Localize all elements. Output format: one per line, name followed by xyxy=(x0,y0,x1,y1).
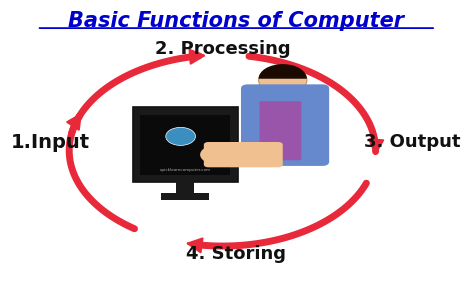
Text: 4. Storing: 4. Storing xyxy=(186,245,286,264)
Text: quicklearncomputer.com: quicklearncomputer.com xyxy=(160,168,211,172)
Text: 2. Processing: 2. Processing xyxy=(155,40,290,58)
Wedge shape xyxy=(259,64,307,79)
FancyBboxPatch shape xyxy=(241,84,329,166)
Circle shape xyxy=(259,66,307,95)
FancyBboxPatch shape xyxy=(176,180,194,196)
Text: Basic Functions of Computer: Basic Functions of Computer xyxy=(68,11,404,31)
Text: 1.Input: 1.Input xyxy=(11,133,90,151)
Circle shape xyxy=(166,128,195,145)
FancyBboxPatch shape xyxy=(204,142,283,167)
FancyBboxPatch shape xyxy=(133,107,238,182)
Text: 3. Output: 3. Output xyxy=(365,133,461,151)
Circle shape xyxy=(200,145,231,164)
FancyBboxPatch shape xyxy=(260,101,301,160)
FancyBboxPatch shape xyxy=(140,115,230,175)
FancyBboxPatch shape xyxy=(161,193,210,200)
